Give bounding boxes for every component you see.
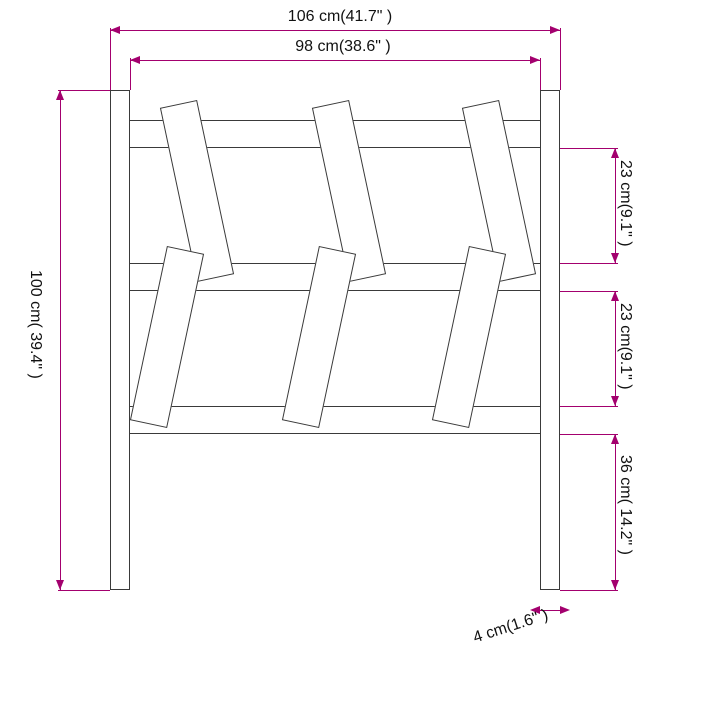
arrow-icon [130,56,140,64]
arrow-icon [611,148,619,158]
arrow-icon [56,90,64,100]
left-post-cap [110,90,130,590]
arrow-icon [611,396,619,406]
dim-overall-width [110,30,560,31]
label-overall-height: 100 cm( 39.4" ) [26,270,44,379]
ext-h [58,590,110,591]
ext-h [560,263,618,264]
arrow-icon [560,606,570,614]
rail-bottom [110,406,560,434]
ext-h [560,590,618,591]
arrow-icon [56,580,64,590]
product-drawing [110,90,560,590]
ext-v [110,28,111,90]
ext-h [560,434,618,435]
ext-h [560,148,618,149]
arrow-icon [110,26,120,34]
arrow-icon [530,56,540,64]
arrow-icon [611,253,619,263]
ext-v [540,58,541,90]
ext-h [58,90,110,91]
ext-h [560,291,618,292]
label-depth: 4 cm(1.6" ) [471,606,550,647]
label-overall-width: 106 cm(41.7" ) [260,8,420,26]
dim-inner-width [130,60,540,61]
arrow-icon [550,26,560,34]
label-section-bottom: 36 cm( 14.2" ) [616,455,634,555]
diagram-stage: 106 cm(41.7" ) 98 cm(38.6" ) 100 cm( 39.… [0,0,724,724]
arrow-icon [611,291,619,301]
label-inner-width: 98 cm(38.6" ) [268,38,418,56]
arrow-icon [611,434,619,444]
ext-v [560,28,561,90]
label-section-mid: 23 cm(9.1" ) [616,303,634,390]
arrow-icon [611,580,619,590]
dim-overall-height [60,90,61,590]
right-post-cap [540,90,560,590]
ext-h [560,406,618,407]
label-section-top: 23 cm(9.1" ) [616,160,634,247]
